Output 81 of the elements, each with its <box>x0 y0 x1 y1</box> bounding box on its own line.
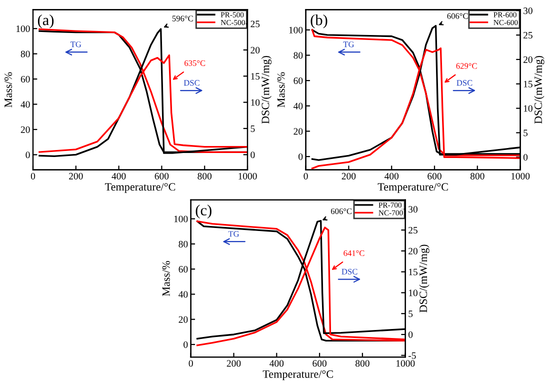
y2-tick-label: 0 <box>250 152 255 158</box>
y-tick-label: 20 <box>178 316 188 323</box>
y2-axis-title: DSC/(mW/mg) <box>419 244 430 312</box>
y-tick-label: 100 <box>16 25 30 32</box>
x-tick-label: 1000 <box>238 172 257 180</box>
y2-axis-title: DSC/(mW/mg) <box>261 56 272 124</box>
annotation: 635°C <box>184 60 206 66</box>
chart-title: (a) <box>38 14 54 28</box>
y2-tick-label: 5 <box>250 125 255 132</box>
y-tick-label: 40 <box>20 101 30 108</box>
y-tick-label: 80 <box>20 50 30 58</box>
y2-tick-label: 25 <box>408 226 418 234</box>
y-tick-label: 60 <box>20 76 30 82</box>
y-tick-label: 0 <box>298 153 303 160</box>
y2-tick-label: 25 <box>524 32 532 39</box>
y2-tick-label: 10 <box>251 99 260 106</box>
y2-tick-label: 5 <box>524 130 528 136</box>
y-tick-label: 60 <box>294 77 303 84</box>
x-axis-title: Temperature/°C <box>104 183 176 193</box>
y-tick-label: 100 <box>289 26 303 34</box>
y-tick-label: 60 <box>178 266 188 273</box>
y2-tick-label: 20 <box>250 46 260 54</box>
y2-tick-label: 5 <box>408 310 413 318</box>
y2-axis-title: DSC/(mW/mg) <box>534 56 544 124</box>
annotation: DSC <box>456 80 472 86</box>
y2-tick-label: 25 <box>250 20 260 28</box>
y2-tick-label: 10 <box>408 290 418 296</box>
annotation: TG <box>228 231 240 237</box>
annotation: 629°C <box>456 63 477 69</box>
x-tick-label: 600 <box>312 360 326 367</box>
y-tick-label: 20 <box>20 126 30 133</box>
x-tick-label: 600 <box>428 172 442 180</box>
y2-tick-label: 20 <box>524 56 532 63</box>
x-tick-label: 0 <box>188 360 193 367</box>
x-tick-label: 200 <box>226 360 241 367</box>
x-tick-label: 1000 <box>396 360 415 367</box>
annotation: TG <box>343 42 354 48</box>
chart-title: (b) <box>310 14 328 28</box>
annotation: DSC <box>184 80 200 86</box>
x-axis-title: Temperature/°C <box>262 370 333 380</box>
x-tick-label: 200 <box>69 172 83 180</box>
y2-tick-label: 10 <box>524 105 532 112</box>
y-tick-label: 80 <box>294 52 303 59</box>
y-tick-label: 0 <box>184 341 188 348</box>
annotation: 596°C <box>172 16 193 22</box>
x-tick-label: 600 <box>154 172 169 180</box>
y2-tick-label: 20 <box>408 248 418 254</box>
y2-tick-label: 15 <box>408 268 418 276</box>
x-tick-label: 0 <box>304 172 308 180</box>
y-tick-label: 40 <box>293 102 303 110</box>
x-tick-label: 1000 <box>511 172 530 180</box>
x-tick-label: 800 <box>470 172 484 180</box>
annotation: 606°C <box>331 208 352 214</box>
y2-tick-label: 15 <box>251 73 260 80</box>
chart-title: (c) <box>196 204 212 219</box>
y-axis-title: Mass/% <box>277 72 285 108</box>
x-tick-label: 200 <box>342 172 356 180</box>
y2-tick-label: 0 <box>408 331 413 338</box>
y-tick-label: 80 <box>178 240 188 248</box>
x-tick-label: 800 <box>356 360 370 367</box>
x-tick-label: 400 <box>270 360 284 367</box>
y-axis-title: Mass/% <box>4 72 12 108</box>
y-tick-label: 40 <box>178 291 188 298</box>
y2-tick-label: -5 <box>408 352 416 359</box>
y-tick-label: 100 <box>174 216 188 222</box>
x-axis-title: Temperature/°C <box>378 183 448 193</box>
annotation: TG <box>70 42 82 48</box>
x-tick-label: 0 <box>30 172 36 180</box>
annotation: 606°C <box>447 13 468 19</box>
y2-tick-label: 0 <box>523 154 528 161</box>
y-tick-label: 20 <box>294 128 303 135</box>
x-tick-label: 400 <box>112 172 126 180</box>
annotation: DSC <box>342 268 358 274</box>
annotation: 641°C <box>344 250 364 256</box>
x-tick-label: 400 <box>384 172 399 180</box>
x-tick-label: 800 <box>198 172 212 180</box>
y-axis-title: Mass/% <box>162 260 170 296</box>
y2-tick-label: 30 <box>524 8 532 14</box>
y2-tick-label: 15 <box>524 80 532 88</box>
y2-tick-label: 30 <box>408 206 418 213</box>
y-tick-label: 0 <box>26 152 30 158</box>
